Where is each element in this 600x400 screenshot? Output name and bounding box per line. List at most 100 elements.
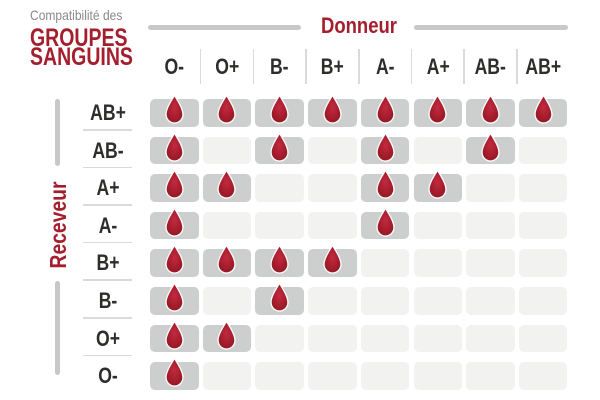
- blood-drop-icon: [267, 95, 292, 127]
- donor-column-header: AB+: [525, 54, 561, 79]
- receiver-axis-label: Receveur: [45, 181, 71, 269]
- blood-drop-icon: [214, 245, 239, 277]
- blood-drop-icon: [214, 321, 239, 353]
- blood-drop-icon: [373, 208, 398, 240]
- column-separator: [199, 49, 202, 84]
- column-separator: [305, 49, 307, 84]
- compat-cell: [308, 174, 357, 202]
- compat-cell: [466, 324, 515, 353]
- compat-cell: [466, 362, 515, 390]
- donor-column-header: O-: [164, 54, 185, 79]
- compat-cell: [308, 287, 357, 315]
- donor-axis-line-right: [414, 25, 568, 30]
- receiver-row-label: O-: [98, 363, 118, 389]
- column-separator: [516, 49, 518, 84]
- blood-drop-icon: [531, 95, 556, 127]
- compat-cell: [518, 174, 568, 202]
- row-separator: [83, 241, 132, 244]
- donor-axis-line-left: [148, 25, 301, 30]
- receiver-row-label: A-: [98, 212, 118, 238]
- compat-cell: [202, 211, 252, 240]
- compat-cell: [413, 362, 462, 390]
- receiver-row-label: AB-: [92, 137, 124, 163]
- blood-drop-icon: [162, 245, 187, 277]
- blood-drop-icon: [162, 358, 187, 390]
- column-separator: [358, 49, 360, 84]
- receiver-axis-line-bottom: [55, 281, 60, 375]
- compat-cell: [413, 324, 462, 353]
- compat-cell: [360, 362, 410, 390]
- row-separator: [83, 317, 132, 319]
- blood-drop-icon: [478, 95, 503, 127]
- compat-cell: [255, 362, 304, 390]
- compat-cell: [413, 136, 462, 165]
- receiver-row-label: O+: [96, 325, 120, 351]
- compat-cell: [518, 136, 568, 165]
- column-separator: [252, 49, 255, 84]
- compat-cell: [518, 362, 568, 390]
- blood-drop-icon: [162, 95, 187, 127]
- compat-cell: [466, 249, 515, 277]
- compat-cell: [360, 249, 410, 277]
- row-separator: [83, 279, 132, 281]
- row-separator: [83, 354, 132, 357]
- blood-drop-icon: [267, 283, 292, 315]
- blood-drop-icon: [162, 208, 187, 240]
- receiver-row-label: A+: [96, 175, 120, 201]
- chart-title-eyebrow: Compatibilité des: [30, 7, 123, 23]
- compat-cell: [255, 174, 304, 202]
- compat-cell: [202, 362, 252, 390]
- column-separator: [463, 49, 465, 84]
- compat-cell: [518, 249, 568, 277]
- receiver-row-label: B-: [98, 288, 118, 313]
- blood-drop-icon: [162, 133, 187, 165]
- donor-column-header: A+: [426, 54, 450, 79]
- blood-drop-icon: [373, 133, 398, 165]
- donor-column-header: B+: [320, 54, 344, 79]
- compat-cell: [466, 287, 515, 315]
- compat-cell: [202, 287, 252, 315]
- compat-cell: [308, 324, 357, 353]
- column-separator: [410, 49, 413, 84]
- blood-drop-icon: [162, 283, 187, 315]
- compat-cell: [308, 211, 357, 240]
- row-separator: [83, 204, 132, 206]
- row-separator: [83, 166, 132, 169]
- blood-drop-icon: [373, 95, 398, 127]
- compat-cell: [255, 324, 304, 353]
- donor-axis-label: Donneur: [321, 13, 397, 38]
- compat-cell: [255, 211, 304, 240]
- compat-cell: [466, 211, 515, 240]
- receiver-row-label: AB+: [90, 100, 126, 125]
- compat-cell: [518, 287, 568, 315]
- blood-drop-icon: [478, 133, 503, 165]
- compat-cell: [308, 362, 357, 390]
- blood-drop-icon: [214, 95, 239, 127]
- compat-cell: [413, 249, 462, 277]
- compat-cell: [413, 287, 462, 315]
- blood-drop-icon: [162, 321, 187, 353]
- blood-drop-icon: [425, 95, 450, 127]
- compat-cell: [413, 211, 462, 240]
- donor-column-header: AB-: [474, 54, 507, 79]
- chart-title-line2: SANGUINS: [30, 43, 133, 71]
- donor-column-header: B-: [270, 54, 289, 79]
- compat-cell: [466, 174, 515, 202]
- blood-drop-icon: [214, 170, 239, 202]
- blood-drop-icon: [425, 170, 450, 202]
- compat-cell: [518, 211, 568, 240]
- donor-column-header: A-: [375, 54, 395, 79]
- compat-cell: [202, 136, 252, 165]
- blood-drop-icon: [373, 170, 398, 202]
- compat-cell: [360, 287, 410, 315]
- chart-title-block: Compatibilité des GROUPES SANGUINS: [30, 7, 162, 71]
- donor-column-header: O+: [214, 54, 239, 79]
- blood-drop-icon: [267, 133, 292, 165]
- receiver-axis-line-top: [55, 99, 60, 166]
- blood-drop-icon: [162, 170, 187, 202]
- row-separator: [83, 129, 132, 131]
- blood-drop-icon: [267, 245, 292, 277]
- chart-title-line1: GROUPES: [30, 24, 128, 52]
- compat-cell: [360, 324, 410, 353]
